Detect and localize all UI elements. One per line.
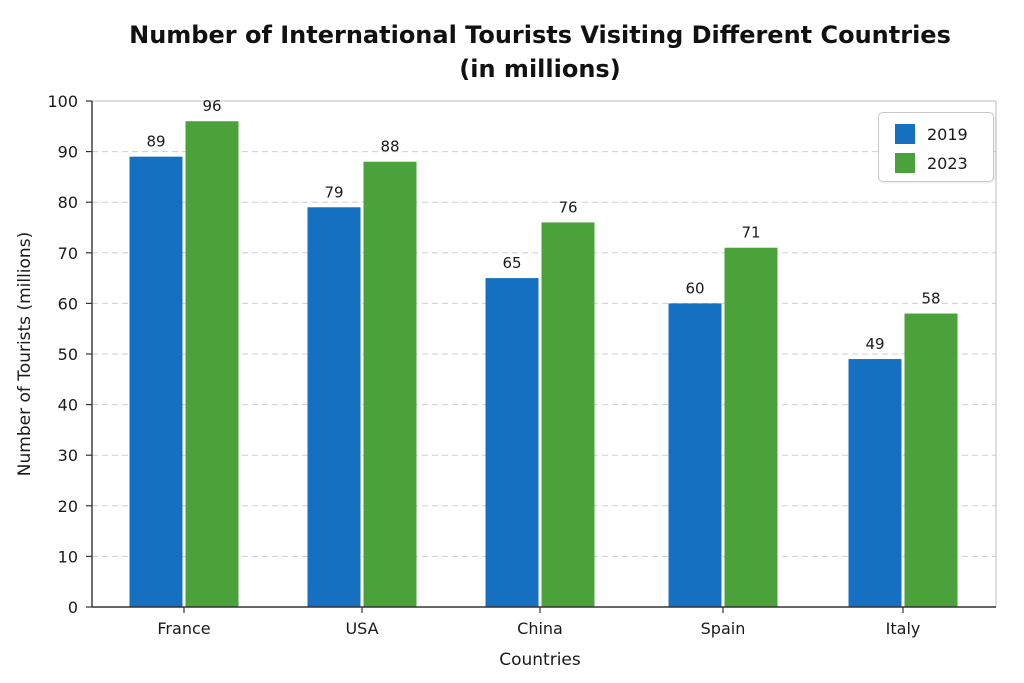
y-tick-label-60: 60 xyxy=(58,294,78,313)
bar-italy-2019 xyxy=(848,359,902,607)
y-tick-label-100: 100 xyxy=(47,92,78,111)
tick-labels: 0 10 20 30 40 50 60 70 80 90 100 France USA China Spai… xyxy=(47,92,920,638)
bar-usa-2019 xyxy=(307,207,361,607)
y-tick-label-10: 10 xyxy=(58,547,78,566)
data-label-usa-2023: 88 xyxy=(380,138,399,156)
data-label-spain-2023: 71 xyxy=(741,224,760,242)
x-tick-label-spain: Spain xyxy=(701,619,746,638)
bar-spain-2023 xyxy=(724,247,778,608)
y-tick-label-40: 40 xyxy=(58,396,78,415)
bar-italy-2023 xyxy=(904,313,958,607)
y-tick-label-20: 20 xyxy=(58,497,78,516)
data-label-france-2019: 89 xyxy=(146,133,165,151)
bars xyxy=(129,121,958,608)
legend-item-2019: 2019 xyxy=(895,123,968,145)
y-axis-title: Number of Tourists (millions) xyxy=(15,232,35,476)
x-tick-label-france: France xyxy=(157,619,210,638)
data-label-china-2023: 76 xyxy=(558,198,577,216)
x-tick-label-usa: USA xyxy=(345,619,378,638)
bar-france-2023 xyxy=(185,121,239,608)
bar-usa-2023 xyxy=(363,161,417,607)
chart-title: Number of International Tourists Visitin… xyxy=(0,18,1024,86)
bar-france-2019 xyxy=(129,156,183,607)
legend-label-2019: 2019 xyxy=(927,124,968,144)
y-tick-label-30: 30 xyxy=(58,446,78,465)
legend: 2019 2023 xyxy=(878,112,994,182)
legend-swatch-2019 xyxy=(895,124,915,144)
chart-subtitle: (in millions) xyxy=(459,55,621,83)
data-label-italy-2023: 58 xyxy=(921,290,940,308)
y-tick-label-90: 90 xyxy=(58,143,78,162)
data-labels: 89 96 79 88 65 76 60 71 49 58 xyxy=(146,97,940,353)
data-label-china-2019: 65 xyxy=(502,254,521,272)
x-tick-label-china: China xyxy=(517,619,563,638)
y-tick-label-70: 70 xyxy=(58,244,78,263)
data-label-usa-2019: 79 xyxy=(324,183,343,201)
data-label-france-2023: 96 xyxy=(202,97,221,115)
bar-spain-2019 xyxy=(668,303,722,607)
bar-china-2023 xyxy=(541,222,595,607)
x-axis-title: Countries xyxy=(499,650,581,670)
data-label-spain-2019: 60 xyxy=(685,279,704,297)
data-label-italy-2019: 49 xyxy=(865,335,884,353)
legend-label-2023: 2023 xyxy=(927,153,968,173)
y-tick-label-50: 50 xyxy=(58,345,78,364)
legend-swatch-2023 xyxy=(895,153,915,173)
x-tick-label-italy: Italy xyxy=(886,619,921,638)
chart-title-main: Number of International Tourists Visitin… xyxy=(129,21,951,49)
y-tick-label-80: 80 xyxy=(58,193,78,212)
bar-china-2019 xyxy=(485,278,539,607)
y-tick-label-0: 0 xyxy=(68,598,78,617)
legend-item-2023: 2023 xyxy=(895,152,968,174)
